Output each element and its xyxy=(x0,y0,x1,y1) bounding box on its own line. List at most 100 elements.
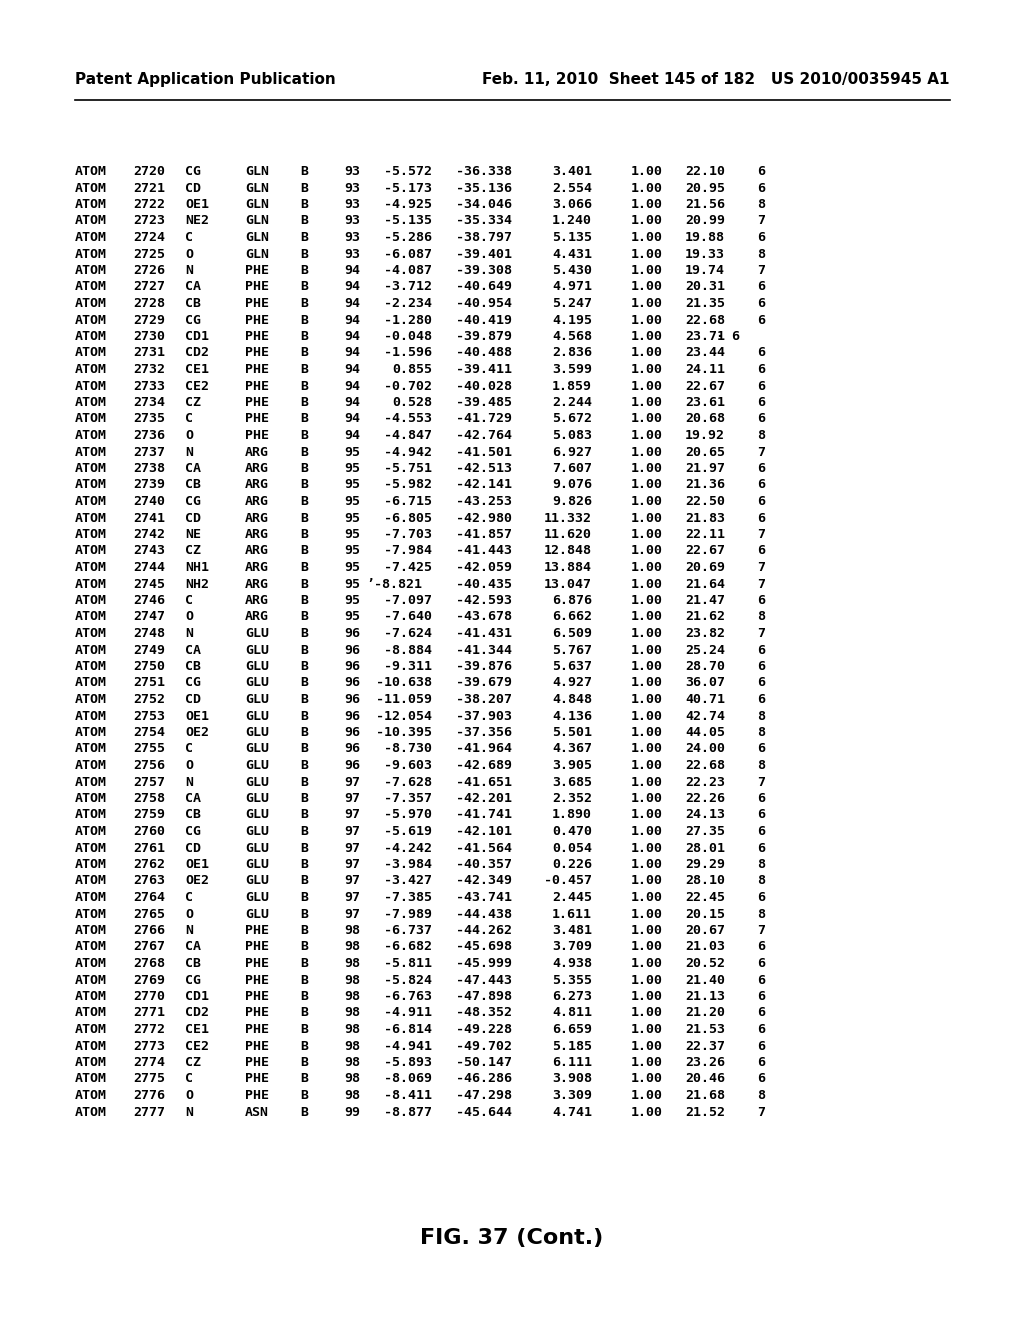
Text: ATOM: ATOM xyxy=(75,346,106,359)
Text: 6: 6 xyxy=(757,594,765,607)
Text: -41.344: -41.344 xyxy=(456,644,512,656)
Text: 2770: 2770 xyxy=(133,990,165,1003)
Text: -42.101: -42.101 xyxy=(456,825,512,838)
Text: 1.00: 1.00 xyxy=(631,264,663,277)
Text: -5.751: -5.751 xyxy=(384,462,432,475)
Text: 6.659: 6.659 xyxy=(552,1023,592,1036)
Text: 1.00: 1.00 xyxy=(631,1072,663,1085)
Text: 7.607: 7.607 xyxy=(552,462,592,475)
Text: 1.00: 1.00 xyxy=(631,330,663,343)
Text: B: B xyxy=(300,248,308,260)
Text: 1.00: 1.00 xyxy=(631,314,663,326)
Text: PHE: PHE xyxy=(245,396,269,409)
Text: OE1: OE1 xyxy=(185,858,209,871)
Text: 4.367: 4.367 xyxy=(552,742,592,755)
Text: 1.00: 1.00 xyxy=(631,214,663,227)
Text: -8.069: -8.069 xyxy=(384,1072,432,1085)
Text: -5.982: -5.982 xyxy=(384,479,432,491)
Text: B: B xyxy=(300,429,308,442)
Text: C: C xyxy=(185,231,193,244)
Text: 3.908: 3.908 xyxy=(552,1072,592,1085)
Text: 6: 6 xyxy=(757,990,765,1003)
Text: 98: 98 xyxy=(344,990,360,1003)
Text: 6.509: 6.509 xyxy=(552,627,592,640)
Text: 98: 98 xyxy=(344,1089,360,1102)
Text: N: N xyxy=(185,924,193,937)
Text: CG: CG xyxy=(185,495,201,508)
Text: 1.00: 1.00 xyxy=(631,248,663,260)
Text: -12.054: -12.054 xyxy=(376,710,432,722)
Text: CA: CA xyxy=(185,281,201,293)
Text: ATOM: ATOM xyxy=(75,759,106,772)
Text: PHE: PHE xyxy=(245,1072,269,1085)
Text: 93: 93 xyxy=(344,181,360,194)
Text: ASN: ASN xyxy=(245,1106,269,1118)
Text: 94: 94 xyxy=(344,297,360,310)
Text: 24.00: 24.00 xyxy=(685,742,725,755)
Text: 96: 96 xyxy=(344,676,360,689)
Text: 2748: 2748 xyxy=(133,627,165,640)
Text: 21.35: 21.35 xyxy=(685,297,725,310)
Text: 6: 6 xyxy=(757,808,765,821)
Text: C: C xyxy=(185,594,193,607)
Text: 96: 96 xyxy=(344,627,360,640)
Text: 94: 94 xyxy=(344,330,360,343)
Text: -39.411: -39.411 xyxy=(456,363,512,376)
Text: 1.00: 1.00 xyxy=(631,578,663,590)
Text: PHE: PHE xyxy=(245,1089,269,1102)
Text: B: B xyxy=(300,314,308,326)
Text: 2743: 2743 xyxy=(133,544,165,557)
Text: ATOM: ATOM xyxy=(75,693,106,706)
Text: 8: 8 xyxy=(757,1089,765,1102)
Text: 24.11: 24.11 xyxy=(685,363,725,376)
Text: PHE: PHE xyxy=(245,330,269,343)
Text: ATOM: ATOM xyxy=(75,1106,106,1118)
Text: 93: 93 xyxy=(344,248,360,260)
Text: 2769: 2769 xyxy=(133,974,165,986)
Text: GLU: GLU xyxy=(245,808,269,821)
Text: B: B xyxy=(300,578,308,590)
Text: 22.50: 22.50 xyxy=(685,495,725,508)
Text: 6: 6 xyxy=(757,1072,765,1085)
Text: 2759: 2759 xyxy=(133,808,165,821)
Text: 5.767: 5.767 xyxy=(552,644,592,656)
Text: CB: CB xyxy=(185,479,201,491)
Text: 7: 7 xyxy=(757,776,765,788)
Text: CA: CA xyxy=(185,462,201,475)
Text: 95: 95 xyxy=(344,561,360,574)
Text: 19.92: 19.92 xyxy=(685,429,725,442)
Text: ATOM: ATOM xyxy=(75,1023,106,1036)
Text: B: B xyxy=(300,594,308,607)
Text: -7.640: -7.640 xyxy=(384,610,432,623)
Text: 12.848: 12.848 xyxy=(544,544,592,557)
Text: 2757: 2757 xyxy=(133,776,165,788)
Text: ATOM: ATOM xyxy=(75,314,106,326)
Text: 94: 94 xyxy=(344,396,360,409)
Text: 2.554: 2.554 xyxy=(552,181,592,194)
Text: 1.00: 1.00 xyxy=(631,974,663,986)
Text: -6.737: -6.737 xyxy=(384,924,432,937)
Text: B: B xyxy=(300,165,308,178)
Text: 2753: 2753 xyxy=(133,710,165,722)
Text: 2744: 2744 xyxy=(133,561,165,574)
Text: ARG: ARG xyxy=(245,578,269,590)
Text: -41.501: -41.501 xyxy=(456,446,512,458)
Text: CB: CB xyxy=(185,808,201,821)
Text: 96: 96 xyxy=(344,759,360,772)
Text: -4.941: -4.941 xyxy=(384,1040,432,1052)
Text: -45.698: -45.698 xyxy=(456,940,512,953)
Text: ATOM: ATOM xyxy=(75,610,106,623)
Text: CG: CG xyxy=(185,825,201,838)
Text: -42.764: -42.764 xyxy=(456,429,512,442)
Text: 4.195: 4.195 xyxy=(552,314,592,326)
Text: 2732: 2732 xyxy=(133,363,165,376)
Text: 1.00: 1.00 xyxy=(631,528,663,541)
Text: 97: 97 xyxy=(344,825,360,838)
Text: 5.135: 5.135 xyxy=(552,231,592,244)
Text: 27.35: 27.35 xyxy=(685,825,725,838)
Text: PHE: PHE xyxy=(245,1056,269,1069)
Text: CD2: CD2 xyxy=(185,346,209,359)
Text: 93: 93 xyxy=(344,231,360,244)
Text: 1.00: 1.00 xyxy=(631,429,663,442)
Text: ATOM: ATOM xyxy=(75,627,106,640)
